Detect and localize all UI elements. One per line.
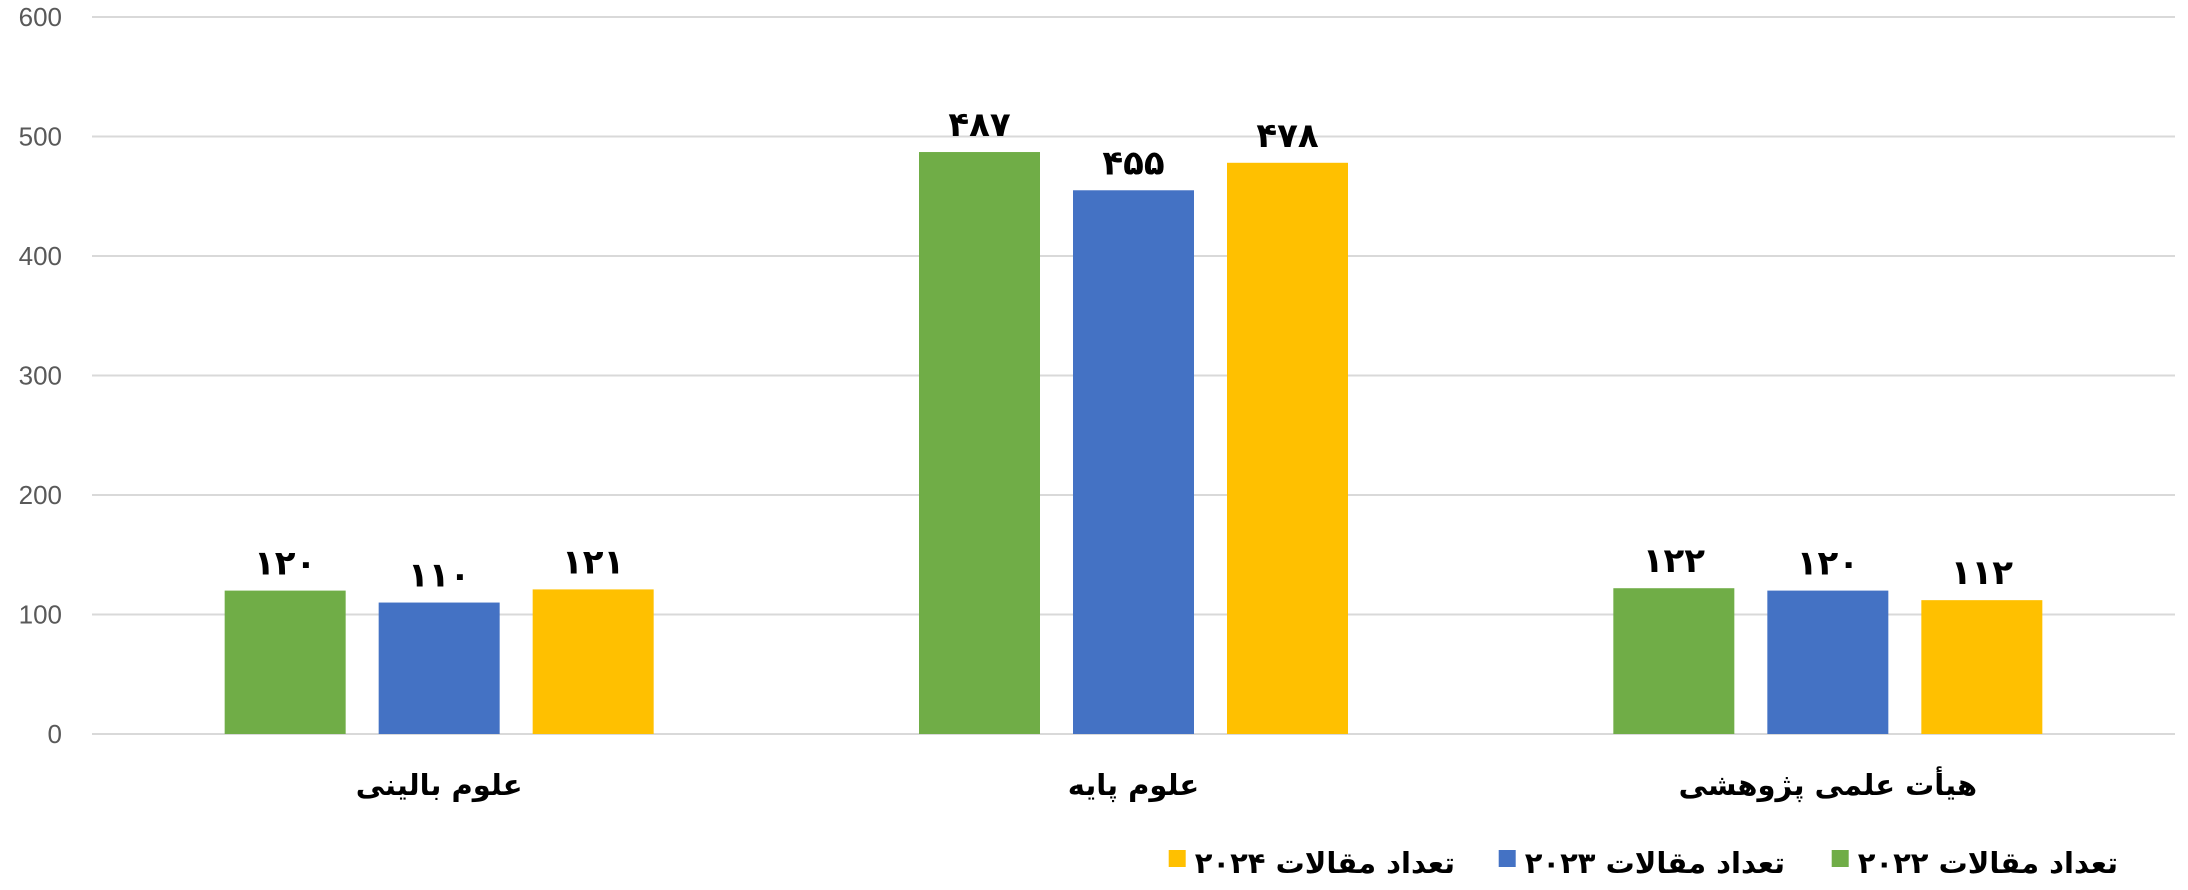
data-label: ۱۲۱ [562,542,624,582]
data-label: ۱۲۰ [254,544,316,584]
y-tick-label: 0 [48,719,62,749]
data-label: ۴۸۷ [948,105,1011,145]
data-label: ۱۲۰ [1797,544,1859,584]
bar [378,602,500,734]
bar [532,589,654,734]
y-tick-label: 400 [19,241,62,271]
bar [1921,600,2043,734]
data-label: ۱۱۰ [408,556,470,596]
bar [1227,162,1348,735]
data-label: ۱۱۲ [1951,553,2014,593]
bar [224,590,346,734]
bar [1767,590,1889,734]
x-category-label: علوم پایه [1068,768,1199,803]
legend-label: تعداد مقالات ۲۰۲۴ [1195,846,1455,880]
data-label: ۱۲۲ [1643,541,1706,581]
bar [1613,588,1735,734]
bar [1073,190,1194,734]
legend-swatch [1168,850,1186,867]
data-label: ۴۵۵ [1102,143,1164,183]
y-tick-label: 200 [19,480,62,510]
y-tick-label: 500 [19,122,62,152]
legend-swatch [1498,850,1516,867]
y-tick-label: 600 [19,2,62,32]
y-tick-label: 100 [19,600,62,630]
x-category-label: علوم بالینی [356,768,523,802]
legend-label: تعداد مقالات ۲۰۲۲ [1858,846,2118,880]
bar [919,152,1040,734]
legend-label: تعداد مقالات ۲۰۲۳ [1525,846,1785,880]
y-tick-label: 300 [19,361,62,391]
legend-swatch [1831,850,1849,867]
data-label: ۴۷۸ [1256,116,1319,156]
x-category-label: هیأت علمی پژوهشی [1679,766,1978,803]
